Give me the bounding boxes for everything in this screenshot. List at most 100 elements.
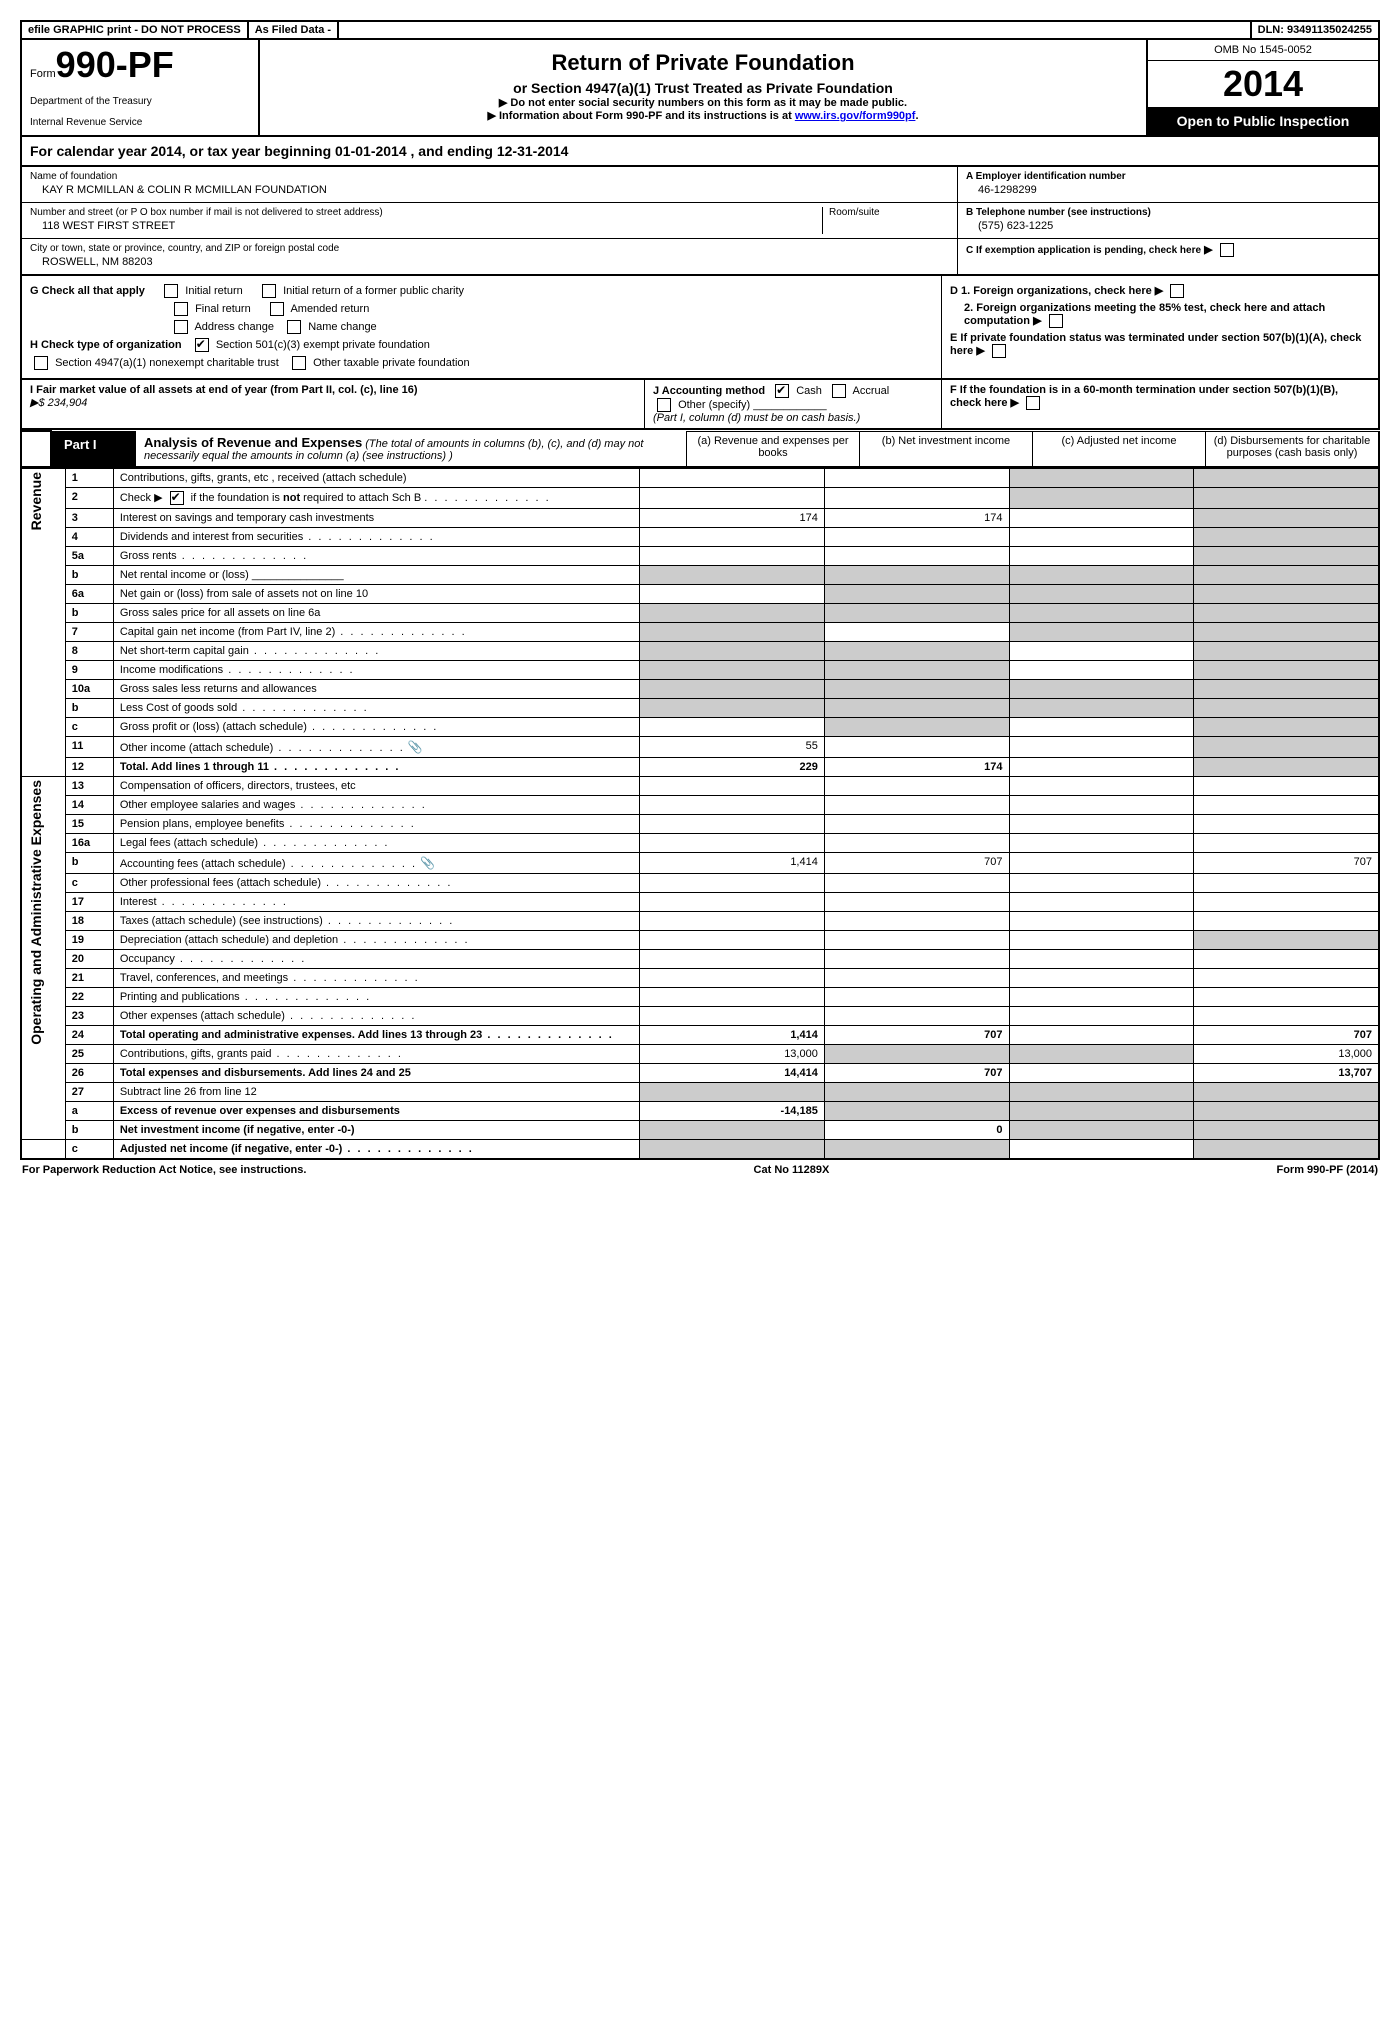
line-25-a: 13,000: [640, 1045, 825, 1064]
final-return-checkbox[interactable]: [174, 302, 188, 316]
line-10b: Less Cost of goods sold: [120, 702, 237, 714]
d1-checkbox[interactable]: [1170, 284, 1184, 298]
line-26-b: 707: [824, 1064, 1009, 1083]
cash-checkbox[interactable]: [775, 384, 789, 398]
4947-checkbox[interactable]: [34, 356, 48, 370]
form-title: Return of Private Foundation: [266, 50, 1140, 76]
other-taxable-label: Other taxable private foundation: [313, 357, 470, 369]
address-change-label: Address change: [194, 321, 274, 333]
line-23: Other expenses (attach schedule): [120, 1010, 285, 1022]
line-21: Travel, conferences, and meetings: [120, 972, 288, 984]
revenue-expense-table: Revenue 1Contributions, gifts, grants, e…: [20, 468, 1380, 1160]
line-1: Contributions, gifts, grants, etc , rece…: [113, 469, 639, 488]
other-method-checkbox[interactable]: [657, 398, 671, 412]
line-17: Interest: [120, 896, 157, 908]
line-16a: Legal fees (attach schedule): [120, 837, 258, 849]
line-10a: Gross sales less returns and allowances: [113, 680, 639, 699]
part1-header-row: Part I Analysis of Revenue and Expenses …: [21, 431, 1379, 467]
amended-checkbox[interactable]: [270, 302, 284, 316]
line-19: Depreciation (attach schedule) and deple…: [120, 934, 338, 946]
header-right: OMB No 1545-0052 2014 Open to Public Ins…: [1146, 40, 1378, 135]
cat-number: Cat No 11289X: [754, 1164, 830, 1176]
line-25-d: 13,000: [1194, 1045, 1379, 1064]
ssn-note: ▶ Do not enter social security numbers o…: [266, 96, 1140, 109]
street-address: 118 WEST FIRST STREET: [30, 218, 816, 234]
phone-cell: B Telephone number (see instructions) (5…: [958, 203, 1378, 239]
form-number: Form990-PF: [30, 44, 250, 86]
schb-checkbox[interactable]: [170, 491, 184, 505]
header-left: Form990-PF Department of the Treasury In…: [22, 40, 260, 135]
hij-row: I Fair market value of all assets at end…: [20, 380, 1380, 430]
line-26: Total expenses and disbursements. Add li…: [113, 1064, 639, 1083]
line-16b: Accounting fees (attach schedule): [120, 858, 286, 870]
line-5b: Net rental income or (loss) ____________…: [113, 566, 639, 585]
dept-irs: Internal Revenue Service: [30, 117, 250, 128]
line-24-b: 707: [824, 1026, 1009, 1045]
dln-number: DLN: 93491135024255: [1252, 22, 1378, 38]
4947-label: Section 4947(a)(1) nonexempt charitable …: [55, 357, 279, 369]
line-27a-a: -14,185: [640, 1102, 825, 1121]
accrual-label: Accrual: [853, 385, 890, 397]
city-cell: City or town, state or province, country…: [22, 239, 957, 274]
form-header: Form990-PF Department of the Treasury In…: [20, 40, 1380, 137]
line-24: Total operating and administrative expen…: [120, 1029, 482, 1041]
form-subtitle: or Section 4947(a)(1) Trust Treated as P…: [266, 80, 1140, 96]
line-20: Occupancy: [120, 953, 175, 965]
d1-label: D 1. Foreign organizations, check here: [950, 285, 1152, 297]
attach-icon: 📎: [408, 740, 423, 754]
line-3: Interest on savings and temporary cash i…: [113, 509, 639, 528]
address-change-checkbox[interactable]: [174, 320, 188, 334]
top-spacer: [339, 22, 1252, 38]
initial-return-label: Initial return: [185, 285, 242, 297]
amended-label: Amended return: [290, 303, 369, 315]
top-bar: efile GRAPHIC print - DO NOT PROCESS As …: [20, 20, 1380, 40]
501c3-checkbox[interactable]: [195, 338, 209, 352]
dept-treasury: Department of the Treasury: [30, 96, 250, 107]
checks-block: G Check all that apply Initial return In…: [20, 276, 1380, 380]
room-label: Room/suite: [829, 207, 949, 218]
line-22: Printing and publications: [120, 991, 240, 1003]
j-cell: J Accounting method Cash Accrual Other (…: [645, 380, 942, 428]
ein-cell: A Employer identification number 46-1298…: [958, 167, 1378, 203]
other-taxable-checkbox[interactable]: [292, 356, 306, 370]
d2-checkbox[interactable]: [1049, 314, 1063, 328]
line-3-a: 174: [640, 509, 825, 528]
line-6a: Net gain or (loss) from sale of assets n…: [113, 585, 639, 604]
part1-label: Part I: [52, 431, 136, 466]
line-8: Net short-term capital gain: [120, 645, 249, 657]
address-cell: Number and street (or P O box number if …: [22, 203, 957, 239]
final-return-label: Final return: [195, 303, 251, 315]
line-16b-a: 1,414: [640, 853, 825, 874]
irs-link[interactable]: www.irs.gov/form990pf: [795, 110, 916, 122]
line-24-d: 707: [1194, 1026, 1379, 1045]
fair-market-value: ▶$ 234,904: [30, 397, 87, 409]
e-checkbox[interactable]: [992, 344, 1006, 358]
part1-desc: Analysis of Revenue and Expenses (The to…: [136, 431, 686, 466]
initial-return-checkbox[interactable]: [164, 284, 178, 298]
col-a-header: (a) Revenue and expenses per books: [687, 431, 860, 467]
line-16b-b: 707: [824, 853, 1009, 874]
accrual-checkbox[interactable]: [832, 384, 846, 398]
g-line: G Check all that apply Initial return In…: [30, 282, 933, 300]
name-change-checkbox[interactable]: [287, 320, 301, 334]
line-7: Capital gain net income (from Part IV, l…: [120, 626, 335, 638]
f-checkbox[interactable]: [1026, 396, 1040, 410]
line-25: Contributions, gifts, grants paid: [120, 1048, 272, 1060]
f-label: F If the foundation is in a 60-month ter…: [950, 384, 1338, 409]
i-label: I Fair market value of all assets at end…: [30, 384, 418, 396]
h-line: H Check type of organization Section 501…: [30, 336, 933, 354]
line-12: Total. Add lines 1 through 11: [120, 761, 269, 773]
foundation-name-cell: Name of foundation KAY R MCMILLAN & COLI…: [22, 167, 957, 203]
identity-right: A Employer identification number 46-1298…: [957, 167, 1378, 274]
line-11-a: 55: [640, 737, 825, 758]
former-charity-checkbox[interactable]: [262, 284, 276, 298]
identity-block: Name of foundation KAY R MCMILLAN & COLI…: [20, 167, 1380, 276]
city-state-zip: ROSWELL, NM 88203: [30, 254, 949, 270]
paperwork-notice: For Paperwork Reduction Act Notice, see …: [22, 1164, 306, 1176]
foundation-name: KAY R MCMILLAN & COLIN R MCMILLAN FOUNDA…: [30, 182, 949, 198]
info-link-line: ▶ Information about Form 990-PF and its …: [266, 109, 1140, 122]
exemption-checkbox[interactable]: [1220, 243, 1234, 257]
identity-left: Name of foundation KAY R MCMILLAN & COLI…: [22, 167, 957, 274]
phone-label: B Telephone number (see instructions): [966, 207, 1151, 218]
j-note: (Part I, column (d) must be on cash basi…: [653, 412, 860, 424]
